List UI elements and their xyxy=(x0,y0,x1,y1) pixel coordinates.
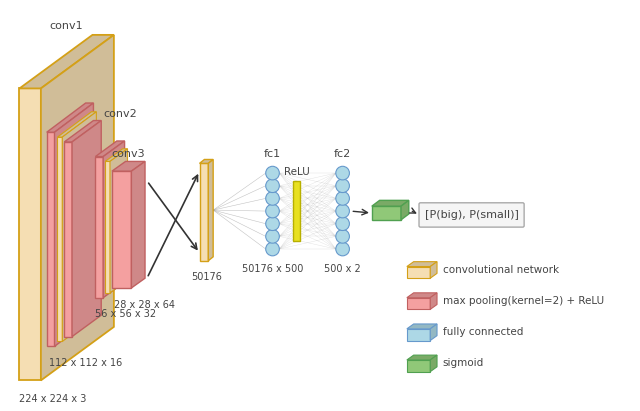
Polygon shape xyxy=(105,162,110,293)
Circle shape xyxy=(336,166,349,180)
Text: 224 x 224 x 3: 224 x 224 x 3 xyxy=(19,394,87,404)
Text: [P(big), P(small)]: [P(big), P(small)] xyxy=(424,210,518,220)
Polygon shape xyxy=(72,120,101,337)
FancyBboxPatch shape xyxy=(419,203,524,227)
Text: conv1: conv1 xyxy=(50,21,83,31)
Text: 50176 x 500: 50176 x 500 xyxy=(242,263,303,274)
Polygon shape xyxy=(293,181,300,241)
Circle shape xyxy=(336,230,349,243)
Polygon shape xyxy=(407,298,430,309)
Polygon shape xyxy=(407,293,437,298)
Circle shape xyxy=(336,192,349,205)
Text: convolutional network: convolutional network xyxy=(443,265,559,275)
Text: 500 x 2: 500 x 2 xyxy=(324,263,361,274)
Polygon shape xyxy=(95,157,103,298)
Circle shape xyxy=(266,217,279,231)
Circle shape xyxy=(266,242,279,256)
Polygon shape xyxy=(64,142,72,337)
Polygon shape xyxy=(200,163,208,261)
Text: sigmoid: sigmoid xyxy=(443,358,484,368)
Circle shape xyxy=(266,166,279,180)
Text: fully connected: fully connected xyxy=(443,327,524,337)
Circle shape xyxy=(266,192,279,205)
Polygon shape xyxy=(407,267,430,278)
Polygon shape xyxy=(401,200,409,220)
Polygon shape xyxy=(103,141,125,298)
Polygon shape xyxy=(112,171,131,288)
Polygon shape xyxy=(19,35,114,88)
Circle shape xyxy=(266,230,279,243)
Text: 28 x 28 x 64: 28 x 28 x 64 xyxy=(114,300,175,309)
Circle shape xyxy=(266,179,279,193)
Polygon shape xyxy=(19,88,41,381)
Polygon shape xyxy=(131,162,145,288)
Circle shape xyxy=(336,204,349,218)
Polygon shape xyxy=(110,149,127,293)
Polygon shape xyxy=(58,112,97,137)
Polygon shape xyxy=(407,355,437,360)
Circle shape xyxy=(266,204,279,218)
Polygon shape xyxy=(372,200,409,206)
Polygon shape xyxy=(430,262,437,278)
Polygon shape xyxy=(430,355,437,372)
Polygon shape xyxy=(105,149,127,162)
Circle shape xyxy=(336,179,349,193)
Circle shape xyxy=(336,217,349,231)
Polygon shape xyxy=(407,329,430,340)
Polygon shape xyxy=(58,137,62,342)
Polygon shape xyxy=(64,120,101,142)
Text: 112 x 112 x 16: 112 x 112 x 16 xyxy=(49,358,122,368)
Polygon shape xyxy=(112,162,145,171)
Text: fc2: fc2 xyxy=(334,148,351,159)
Polygon shape xyxy=(407,324,437,329)
Circle shape xyxy=(336,242,349,256)
Polygon shape xyxy=(407,360,430,372)
Text: ReLU: ReLU xyxy=(284,167,309,177)
Polygon shape xyxy=(208,159,213,261)
Text: 56 x 56 x 32: 56 x 56 x 32 xyxy=(95,309,157,319)
Polygon shape xyxy=(41,35,114,381)
Polygon shape xyxy=(54,103,93,346)
Text: 50176: 50176 xyxy=(191,272,222,282)
Polygon shape xyxy=(47,132,54,346)
Polygon shape xyxy=(372,206,401,220)
Text: max pooling(kernel=2) + ReLU: max pooling(kernel=2) + ReLU xyxy=(443,296,604,306)
Text: fc1: fc1 xyxy=(264,148,281,159)
Polygon shape xyxy=(62,112,97,342)
Text: conv3: conv3 xyxy=(111,150,145,159)
Polygon shape xyxy=(200,159,213,163)
Text: conv2: conv2 xyxy=(103,109,137,119)
Polygon shape xyxy=(47,103,93,132)
Polygon shape xyxy=(407,262,437,267)
Polygon shape xyxy=(95,141,125,157)
Polygon shape xyxy=(430,324,437,340)
Polygon shape xyxy=(430,293,437,309)
